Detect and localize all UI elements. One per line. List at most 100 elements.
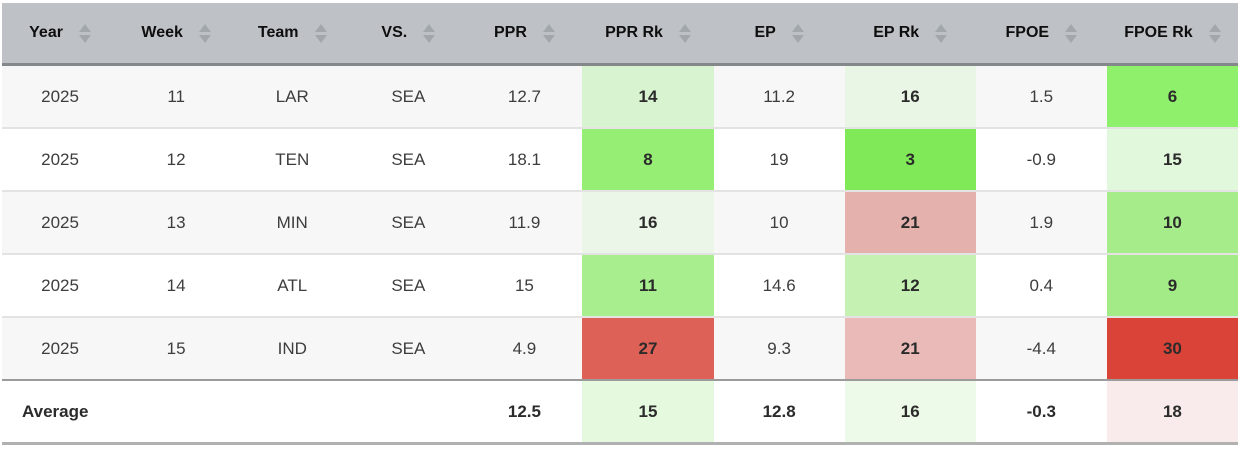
table-row: 2025 13 MIN SEA 11.9 16 10 21 1.9 10	[2, 190, 1238, 254]
cell-team: ATL	[234, 253, 351, 317]
player-gamelog-table: Year Week Team	[2, 3, 1238, 445]
cell-fpoe: 0.4	[975, 253, 1107, 317]
cell-year: 2025	[41, 86, 79, 106]
cell-fpoe: -0.9	[975, 127, 1107, 191]
cell-ep-rk: 21	[844, 316, 976, 380]
sort-icon	[78, 23, 91, 43]
cell-week: 11	[167, 86, 185, 106]
column-label: FPOE	[1005, 24, 1050, 41]
cell-week: 12	[118, 127, 235, 191]
column-header-ppr-rk[interactable]: PPR Rk	[582, 3, 714, 66]
cell-year: Average	[2, 379, 119, 444]
cell-year: 2025	[2, 190, 119, 254]
sort-icon	[935, 23, 948, 43]
average-row: Average 12.5 15 12.8 16 -0.3 18	[2, 379, 1238, 444]
table-row: 2025 15 IND SEA 4.9 27 9.3 21 -4.4 30	[2, 316, 1238, 380]
cell-team: MIN	[234, 190, 351, 254]
cell-vs: SEA	[350, 127, 467, 191]
cell-ep: 10	[713, 190, 845, 254]
cell-ep: 14.6	[713, 253, 845, 317]
cell-ep-rk: 21	[844, 190, 976, 254]
column-label: Year	[29, 24, 63, 41]
column-header-ppr[interactable]: PPR	[466, 3, 583, 66]
column-header-ep[interactable]: EP	[713, 3, 845, 66]
cell-ep: 19	[713, 127, 845, 191]
cell-fpoe-rk: 18	[1106, 379, 1238, 444]
cell-ppr: 12.5	[466, 379, 583, 444]
cell-ep: 12.8	[713, 379, 845, 444]
column-label: VS.	[381, 24, 408, 41]
table-row: 2025 14 ATL SEA 15 11 14.6 12 0.4 9	[2, 253, 1238, 317]
cell-team: LAR	[275, 86, 309, 106]
cell-ep: 9.3	[713, 316, 845, 380]
column-header-ep-rk[interactable]: EP Rk	[844, 3, 976, 66]
table-body: 2025 11 LAR SEA 12.7 14 11.2 16 1.5 6 2025 12 TEN SEA…	[2, 64, 1238, 444]
sort-icon	[423, 23, 436, 43]
cell-year: 2025	[2, 316, 119, 380]
sort-icon	[198, 23, 211, 43]
column-header-vs[interactable]: VS.	[350, 3, 467, 66]
cell-ep-rk: 12	[844, 253, 976, 317]
table-row: 2025 11 LAR SEA 12.7 14 11.2 16 1.5 6	[2, 64, 1238, 128]
cell-year: 2025	[2, 253, 119, 317]
column-label: Week	[141, 24, 183, 41]
cell-vs: SEA	[350, 253, 467, 317]
sort-icon	[542, 23, 555, 43]
cell-week: 14	[118, 253, 235, 317]
cell-team: IND	[234, 316, 351, 380]
table-header: Year Week Team	[2, 3, 1238, 66]
cell-week: 15	[118, 316, 235, 380]
cell-fpoe-rk: 6	[1106, 64, 1238, 128]
cell-fpoe-rk: 10	[1106, 190, 1238, 254]
column-header-year[interactable]: Year	[2, 3, 119, 66]
cell-vs	[350, 379, 467, 444]
cell-fpoe: 1.5	[1029, 86, 1054, 106]
cell-fpoe-rk: 9	[1106, 253, 1238, 317]
column-label: PPR	[493, 24, 527, 41]
cell-ppr-rk: 14	[582, 64, 714, 128]
column-header-fpoe[interactable]: FPOE	[975, 3, 1107, 66]
cell-fpoe-rk: 15	[1106, 127, 1238, 191]
column-label: FPOE Rk	[1124, 24, 1193, 41]
column-header-week[interactable]: Week	[118, 3, 235, 66]
cell-vs: SEA	[391, 86, 426, 106]
cell-team	[234, 379, 351, 444]
cell-ppr-rk: 11	[582, 253, 714, 317]
sort-icon	[791, 23, 804, 43]
column-label: EP Rk	[873, 24, 920, 41]
cell-ppr-rk: 16	[582, 190, 714, 254]
cell-fpoe: -4.4	[975, 316, 1107, 380]
cell-fpoe-rk: 30	[1106, 316, 1238, 380]
column-header-team[interactable]: Team	[234, 3, 351, 66]
sort-icon	[1065, 23, 1078, 43]
cell-ppr-rk: 27	[582, 316, 714, 380]
cell-ppr: 12.7	[507, 86, 541, 106]
cell-ep-rk: 3	[844, 127, 976, 191]
cell-ppr: 4.9	[466, 316, 583, 380]
cell-ppr: 15	[466, 253, 583, 317]
cell-ep: 11.2	[763, 86, 796, 106]
cell-ppr: 18.1	[466, 127, 583, 191]
header-row: Year Week Team	[2, 3, 1238, 66]
cell-team: TEN	[234, 127, 351, 191]
cell-ppr-rk: 15	[582, 379, 714, 444]
sort-icon	[1208, 23, 1221, 43]
column-label: Team	[257, 24, 299, 41]
table-row: 2025 12 TEN SEA 18.1 8 19 3 -0.9 15	[2, 127, 1238, 191]
cell-ppr: 11.9	[466, 190, 583, 254]
cell-fpoe: -0.3	[975, 379, 1107, 444]
cell-vs: SEA	[350, 190, 467, 254]
cell-week	[118, 379, 235, 444]
cell-fpoe: 1.9	[975, 190, 1107, 254]
sort-icon	[314, 23, 327, 43]
cell-ppr-rk: 8	[582, 127, 714, 191]
column-label: EP	[754, 24, 776, 41]
cell-ep-rk: 16	[844, 64, 976, 128]
cell-vs: SEA	[350, 316, 467, 380]
cell-ep-rk: 16	[844, 379, 976, 444]
cell-week: 13	[118, 190, 235, 254]
column-header-fpoe-rk[interactable]: FPOE Rk	[1106, 3, 1238, 66]
sort-icon	[678, 23, 691, 43]
column-label: PPR Rk	[605, 24, 663, 41]
